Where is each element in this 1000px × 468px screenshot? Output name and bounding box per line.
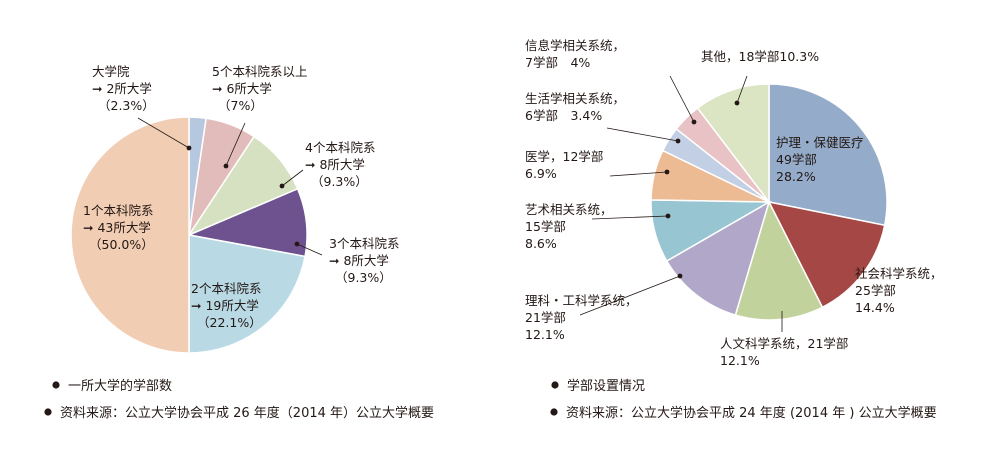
- slice-label-1-3: 3个本科院系➞ 8所大学（9.3%）: [329, 236, 399, 285]
- leader-dot-1-3: [294, 241, 300, 247]
- leader-line-2-3: [579, 275, 681, 316]
- source-bullet-right: [550, 408, 558, 416]
- leader-dot-2-7: [691, 119, 697, 125]
- caption-bullet-right: [551, 381, 559, 389]
- leader-dot-2-3: [677, 273, 683, 279]
- pie-slice-2-0: [768, 83, 888, 227]
- slice-label-2-0: 护理・保健医疗 49学部 28.2%: [776, 135, 864, 184]
- leader-dot-1-0: [186, 145, 192, 151]
- slice-label-2-5: 医学，12学部 6.9%: [525, 149, 603, 181]
- leader-dot-2-6: [675, 138, 681, 144]
- leader-line-1-3: [296, 243, 323, 256]
- leader-line-2-6: [606, 127, 679, 142]
- leader-dot-1-1: [223, 163, 229, 169]
- pie-slice-2-1: [767, 200, 886, 309]
- caption-right: 学部设置情况: [567, 378, 645, 394]
- leader-dot-2-8: [734, 100, 740, 106]
- leader-line-1-2: [281, 169, 304, 187]
- slice-label-1-4: 2个本科院系➞ 19所大学（22.1%）: [191, 281, 262, 330]
- slice-label-1-5: 1个本科院系➞ 43所大学（50.0%）: [83, 203, 154, 252]
- source-left: 资料来源：公立大学协会平成 26 年度（2014 年）公立大学概要: [60, 405, 434, 421]
- slice-label-2-8: 其他，18学部10.3%: [701, 49, 819, 64]
- leader-line-2-5: [609, 171, 668, 177]
- pie-chart-faculties-per-university: 大学院➞ 2所大学（2.3%） 5个本科院系以上➞ 6所大学（7%） 4个本科院系➞…: [70, 64, 399, 354]
- slice-label-2-4: 艺术相关系统， 15学部 8.6%: [525, 202, 613, 251]
- slice-label-2-3: 理科・工科学系统， 21学部 12.1%: [525, 293, 638, 342]
- source-right: 资料来源：公立大学协会平成 24 年度 (2014 年 ) 公立大学概要: [566, 405, 937, 421]
- caption-bullet-left: [52, 381, 60, 389]
- slice-label-1-2: 4个本科院系➞ 8所大学（9.3%）: [305, 140, 375, 189]
- leader-dot-2-4: [665, 213, 671, 219]
- slice-label-1-0: 大学院➞ 2所大学（2.3%）: [92, 64, 155, 113]
- leader-dot-2-5: [664, 169, 670, 175]
- slice-label-2-2: 人文科学系统，21学部 12.1%: [720, 336, 848, 368]
- pie-chart-faculty-fields: 护理・保健医疗 49学部 28.2% 社会科学系统， 25学部 14.4%人文科学系统，2…: [525, 38, 943, 368]
- slice-label-2-6: 生活学相关系统， 6学部 3.4%: [525, 91, 625, 123]
- slice-label-1-1: 5个本科院系以上➞ 6所大学（7%）: [212, 64, 307, 113]
- pie-slice-2-8: [696, 83, 770, 205]
- leader-line-2-7: [669, 75, 695, 123]
- pie-slice-2-3: [665, 200, 771, 317]
- leader-line-1-0: [137, 117, 190, 149]
- pie-slice-1-5: [70, 116, 190, 354]
- pie-slice-1-4: [188, 234, 306, 354]
- pie-slice-2-2: [734, 199, 824, 321]
- leader-line-2-8: [736, 75, 748, 104]
- leader-dot-1-2: [279, 183, 285, 189]
- leader-line-2-4: [591, 215, 669, 220]
- slice-label-2-1: 社会科学系统， 25学部 14.4%: [855, 266, 943, 315]
- leader-line-1-1: [225, 122, 246, 167]
- source-bullet-left: [44, 408, 52, 416]
- slice-label-2-7: 信息学相关系统， 7学部 4%: [525, 38, 625, 70]
- caption-left: 一所大学的学部数: [68, 378, 172, 394]
